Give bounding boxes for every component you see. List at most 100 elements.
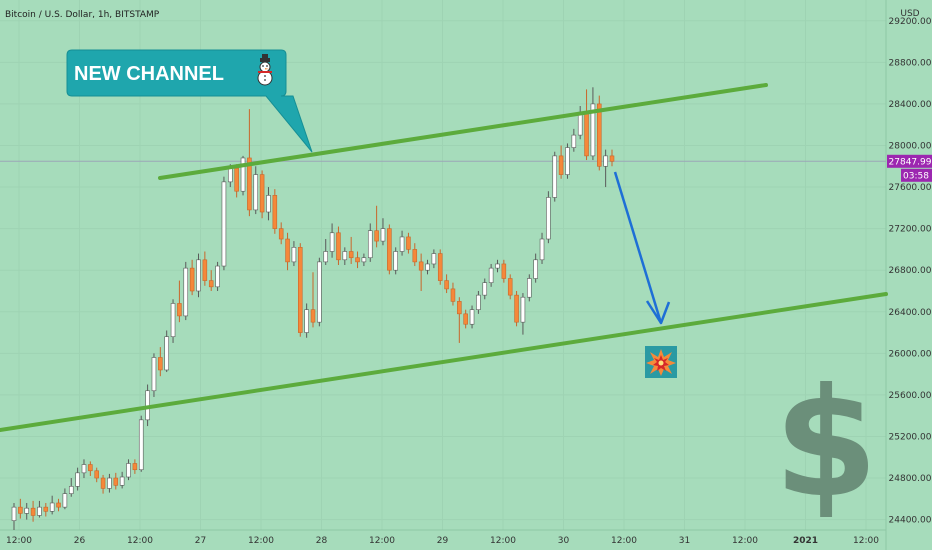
candle[interactable] [151,357,157,392]
candle[interactable] [431,253,437,265]
candle[interactable] [234,168,239,192]
candle[interactable] [463,313,468,325]
candle[interactable] [266,195,271,213]
candle[interactable] [81,464,87,474]
channel-lower-line[interactable] [0,292,888,432]
candle[interactable] [418,261,424,271]
candle[interactable] [437,253,443,281]
candle[interactable] [259,174,265,213]
candle[interactable] [253,174,259,211]
candle[interactable] [247,157,252,211]
candle[interactable] [361,257,367,263]
candle[interactable] [30,507,36,516]
candle[interactable] [387,228,392,271]
candle[interactable] [527,278,532,298]
candle[interactable] [482,282,488,296]
candle[interactable] [393,251,398,271]
candle[interactable] [189,267,195,292]
candle[interactable] [272,195,278,229]
candle[interactable] [425,263,430,271]
candle[interactable] [571,134,577,148]
candle[interactable] [278,228,284,240]
candle[interactable] [457,301,462,315]
candle[interactable] [126,463,131,478]
candle[interactable] [412,249,418,263]
candle[interactable] [107,477,112,489]
candle[interactable] [221,181,227,267]
candle[interactable] [88,464,93,472]
candle[interactable] [501,263,507,279]
candle[interactable] [37,506,42,516]
candle[interactable] [336,232,341,261]
candle[interactable] [374,230,379,242]
candle[interactable] [62,493,68,508]
candle[interactable] [100,477,106,489]
candle[interactable] [609,155,615,162]
candle[interactable] [202,259,208,281]
candle[interactable] [208,280,214,288]
candle[interactable] [317,261,322,323]
candle[interactable] [113,477,119,486]
candle[interactable] [342,251,348,261]
channel-upper-line[interactable] [158,83,768,180]
candle[interactable] [196,259,201,292]
candle[interactable] [170,303,176,338]
candle[interactable] [380,228,386,242]
candle[interactable] [329,232,335,252]
candle[interactable] [488,267,494,283]
candle[interactable] [164,336,169,371]
candle[interactable] [584,111,589,157]
candle[interactable] [215,265,220,288]
candle[interactable] [304,309,309,333]
candle[interactable] [367,230,373,259]
candle[interactable] [132,463,138,471]
candle[interactable] [565,147,570,175]
candle[interactable] [539,238,545,261]
candle[interactable] [177,303,182,317]
candle[interactable] [323,251,328,263]
candle[interactable] [507,278,513,296]
candle[interactable] [158,357,163,371]
candle[interactable] [43,506,49,512]
candle[interactable] [240,157,246,192]
candle[interactable] [291,247,297,263]
candle[interactable] [285,238,290,263]
candle[interactable] [355,257,360,263]
candle[interactable] [603,155,608,167]
candle[interactable] [298,247,303,333]
candle[interactable] [590,103,596,157]
candle[interactable] [450,288,456,302]
candle[interactable] [552,155,558,198]
candle[interactable] [348,251,354,259]
candle[interactable] [514,294,519,323]
candle[interactable] [495,263,500,269]
candle[interactable] [597,103,602,167]
candle[interactable] [476,294,481,310]
candle[interactable] [138,419,144,471]
new-channel-callout[interactable]: NEW CHANNEL [66,49,313,153]
candle[interactable] [94,470,99,479]
candle[interactable] [558,155,564,175]
candle[interactable] [399,236,405,252]
candle[interactable] [444,280,449,290]
projection-arrow[interactable] [613,171,671,325]
candle[interactable] [68,486,74,494]
candle[interactable] [469,309,475,325]
candle[interactable] [533,259,538,279]
candle[interactable] [406,236,411,250]
candle[interactable] [18,506,23,514]
candle[interactable] [119,476,125,486]
candle[interactable] [11,506,17,521]
candle[interactable] [520,296,526,323]
candle[interactable] [24,507,29,514]
candle[interactable] [56,502,61,508]
candle[interactable] [49,502,55,512]
candle[interactable] [546,197,551,240]
x-axis[interactable]: 12:00 26 12:00 27 12:00 28 12:00 29 12:00 30 12:00… [6,536,879,546]
y-axis[interactable]: 24400.00 24800.00 25200.00 25600.00 26000.00… [889,17,932,526]
candle[interactable] [75,472,80,487]
candle[interactable] [183,267,189,317]
candle[interactable] [310,309,316,323]
candle[interactable] [228,168,233,183]
